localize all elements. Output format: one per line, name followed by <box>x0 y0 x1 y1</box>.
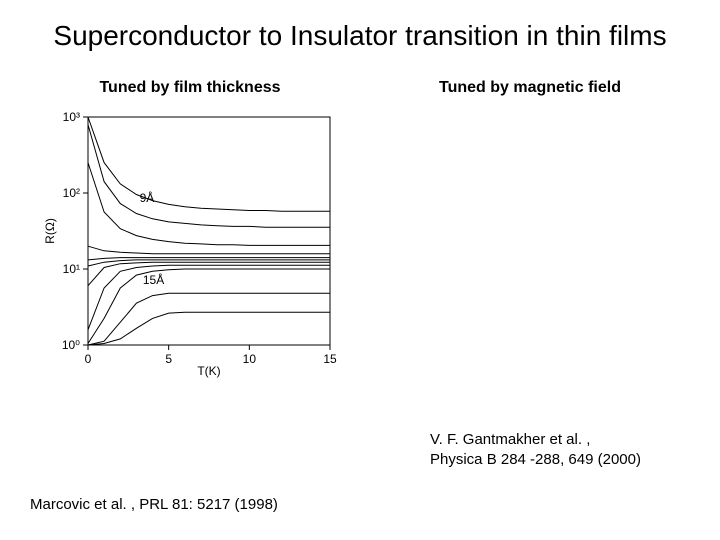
svg-text:0: 0 <box>85 352 92 366</box>
svg-text:10⁰: 10⁰ <box>62 338 80 352</box>
right-column: Tuned by magnetic field <box>360 63 700 379</box>
svg-text:5: 5 <box>165 352 172 366</box>
citation-right-line2: Physica B 284 -288, 649 (2000) <box>430 451 641 468</box>
slide-title: Superconductor to Insulator transition i… <box>0 0 720 63</box>
svg-text:10³: 10³ <box>63 110 80 124</box>
left-column: Tuned by film thickness 0 5 10 15 10⁰ 10¹ 10² 1… <box>20 63 360 379</box>
chart-svg: 0 5 10 15 10⁰ 10¹ 10² 10³ T(K) R(Ω) 9Å 15Å <box>40 109 340 379</box>
svg-text:10¹: 10¹ <box>63 262 80 276</box>
svg-text:9Å: 9Å <box>140 190 155 205</box>
svg-text:15: 15 <box>323 352 337 366</box>
svg-text:T(K): T(K) <box>197 364 220 378</box>
thickness-chart: 0 5 10 15 10⁰ 10¹ 10² 10³ T(K) R(Ω) 9Å 15Å <box>40 109 340 379</box>
citation-right-line1: V. F. Gantmakher et al. , <box>430 431 590 448</box>
citation-left: Marcovic et al. , PRL 81: 5217 (1998) <box>30 496 278 513</box>
columns: Tuned by film thickness 0 5 10 15 10⁰ 10¹ 10² 1… <box>0 63 720 379</box>
svg-text:10²: 10² <box>63 186 80 200</box>
right-subhead: Tuned by magnetic field <box>439 79 621 97</box>
left-subhead: Tuned by film thickness <box>99 79 280 97</box>
svg-text:R(Ω): R(Ω) <box>43 218 57 244</box>
svg-text:15Å: 15Å <box>143 272 164 287</box>
svg-text:10: 10 <box>243 352 257 366</box>
citation-right: V. F. Gantmakher et al. , Physica B 284 … <box>430 430 641 471</box>
